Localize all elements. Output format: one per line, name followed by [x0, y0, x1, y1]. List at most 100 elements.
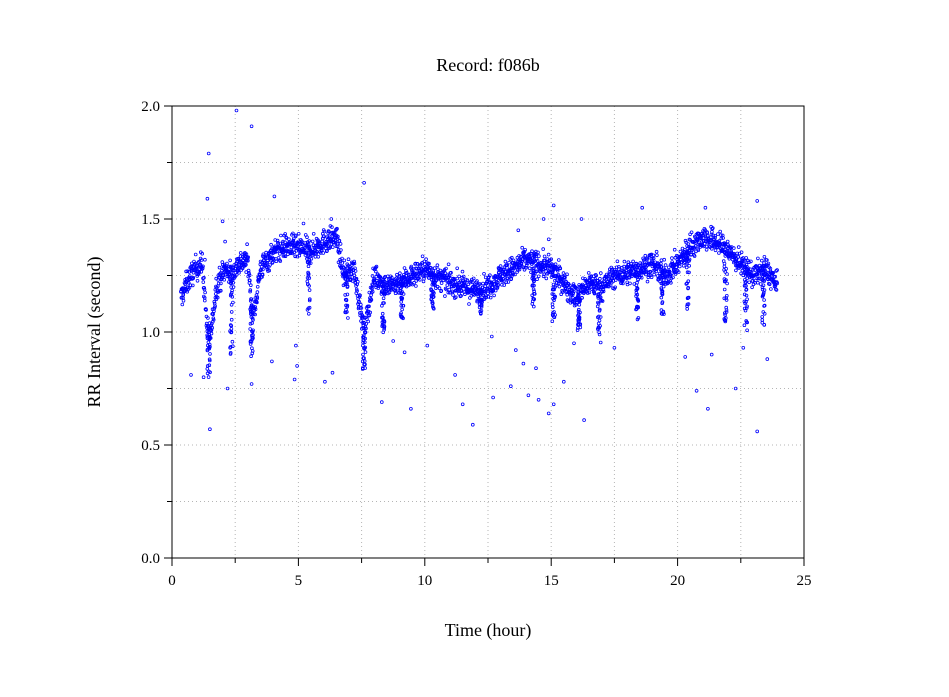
- scatter-point: [755, 429, 759, 434]
- scatter-point: [380, 324, 385, 329]
- scatter-point: [432, 266, 437, 270]
- scatter-point: [744, 262, 749, 267]
- scatter-point: [511, 258, 516, 263]
- scatter-point: [762, 279, 766, 283]
- scatter-point: [437, 286, 442, 291]
- scatter-point: [479, 303, 483, 308]
- scatter-point: [771, 270, 775, 275]
- scatter-point: [614, 265, 619, 270]
- scatter-point: [207, 336, 212, 341]
- scatter-point: [719, 236, 724, 241]
- scatter-point: [415, 261, 420, 266]
- scatter-point: [663, 263, 668, 267]
- scatter-point: [439, 288, 444, 293]
- scatter-point: [600, 299, 605, 303]
- scatter-point: [212, 299, 217, 304]
- scatter-point: [531, 271, 536, 276]
- scatter-point: [361, 352, 365, 357]
- scatter-point: [459, 293, 463, 298]
- scatter-point: [742, 259, 746, 263]
- scatter-point: [244, 252, 249, 256]
- scatter-point: [745, 304, 749, 309]
- scatter-point: [460, 269, 465, 274]
- scatter-point: [577, 302, 582, 307]
- scatter-point: [630, 274, 634, 279]
- scatter-point: [345, 292, 350, 297]
- scatter-point: [747, 280, 751, 285]
- scatter-point: [229, 270, 234, 275]
- scatter-point: [646, 273, 651, 278]
- scatter-point: [596, 296, 601, 300]
- scatter-point: [762, 254, 767, 259]
- scatter-point: [429, 266, 433, 270]
- scatter-point: [358, 293, 362, 298]
- scatter-point: [597, 332, 602, 337]
- scatter-point: [693, 244, 698, 248]
- scatter-point: [658, 273, 663, 278]
- scatter-point: [337, 238, 342, 243]
- scatter-point: [281, 239, 285, 244]
- scatter-point: [524, 265, 528, 270]
- scatter-point: [203, 290, 207, 295]
- scatter-point: [596, 292, 601, 296]
- scatter-point: [197, 259, 201, 264]
- scatter-point: [472, 282, 477, 287]
- scatter-point: [522, 249, 527, 254]
- scatter-point: [438, 268, 443, 273]
- scatter-point: [263, 256, 268, 261]
- scatter-point: [278, 241, 283, 246]
- scatter-point: [394, 276, 399, 281]
- scatter-point: [211, 316, 216, 321]
- scatter-point: [211, 317, 216, 322]
- x-tick-label: 25: [797, 573, 812, 589]
- scatter-point: [595, 327, 600, 331]
- scatter-point: [498, 264, 503, 268]
- scatter-point: [248, 321, 253, 326]
- scatter-point: [756, 256, 760, 261]
- scatter-point: [635, 292, 640, 297]
- scatter-point: [612, 345, 617, 350]
- scatter-point: [350, 279, 355, 283]
- scatter-point: [615, 259, 620, 264]
- scatter-point: [505, 276, 510, 281]
- scatter-point: [491, 395, 495, 400]
- scatter-point: [723, 270, 728, 274]
- scatter-point: [670, 260, 674, 264]
- scatter-point: [335, 244, 340, 249]
- scatter-point: [200, 251, 205, 256]
- scatter-point: [444, 266, 448, 271]
- scatter-point: [585, 291, 590, 295]
- scatter-point: [274, 259, 279, 264]
- scatter-point: [635, 287, 639, 292]
- scatter-point: [265, 265, 269, 270]
- scatter-point: [180, 302, 185, 307]
- scatter-point: [404, 270, 409, 275]
- scatter-point: [775, 281, 780, 286]
- scatter-point: [439, 281, 444, 285]
- scatter-point: [528, 256, 533, 261]
- scatter-point: [635, 274, 639, 279]
- scatter-point: [685, 246, 690, 251]
- scatter-point: [250, 335, 255, 340]
- y-tick-label: 2.0: [141, 99, 160, 115]
- scatter-point: [253, 296, 258, 300]
- scatter-point: [500, 282, 504, 287]
- scatter-point: [503, 259, 508, 264]
- scatter-point: [554, 273, 559, 278]
- scatter-point: [238, 254, 243, 259]
- scatter-point: [536, 274, 541, 279]
- scatter-point: [747, 260, 751, 265]
- scatter-point: [352, 259, 357, 264]
- scatter-point: [336, 234, 340, 239]
- scatter-point: [228, 258, 232, 263]
- scatter-point: [736, 245, 741, 249]
- scatter-point: [722, 296, 727, 301]
- scatter-point: [229, 327, 234, 331]
- scatter-point: [351, 271, 356, 275]
- scatter-point: [340, 256, 344, 261]
- scatter-point: [722, 261, 727, 266]
- scatter-point: [557, 284, 562, 289]
- scatter-point: [234, 272, 239, 277]
- scatter-point: [684, 265, 689, 270]
- scatter-point: [231, 300, 235, 305]
